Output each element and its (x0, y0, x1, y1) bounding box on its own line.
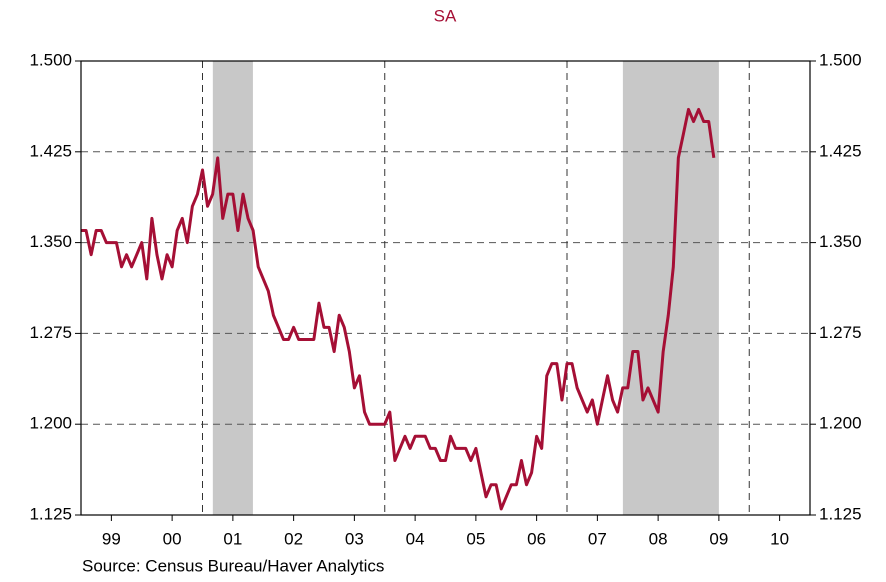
x-tick-label: 04 (406, 529, 425, 548)
y2-tick-label: 1.125 (819, 504, 862, 523)
x-tick-label: 03 (345, 529, 364, 548)
x-tick-label: 99 (102, 529, 121, 548)
plot-frame (80, 60, 811, 516)
y-tick-label: 1.200 (29, 414, 72, 433)
y2-tick-label: 1.350 (819, 232, 862, 251)
source-note: Source: Census Bureau/Haver Analytics (82, 556, 384, 575)
y-tick-label: 1.425 (29, 141, 72, 160)
y2-tick-label: 1.425 (819, 141, 862, 160)
y-tick-label: 1.275 (29, 323, 72, 342)
chart-title: SA (434, 6, 457, 25)
x-tick-label: 07 (588, 529, 607, 548)
y-tick-label: 1.500 (29, 50, 72, 69)
x-tick-label: 08 (649, 529, 668, 548)
x-tick-label: 05 (466, 529, 485, 548)
recession-band (212, 61, 253, 515)
y2-tick-label: 1.500 (819, 50, 862, 69)
x-tick-label: 01 (223, 529, 242, 548)
x-tick-label: 02 (284, 529, 303, 548)
y-tick-label: 1.125 (29, 504, 72, 523)
x-tick-label: 09 (709, 529, 728, 548)
y2-tick-label: 1.200 (819, 414, 862, 433)
y-tick-label: 1.350 (29, 232, 72, 251)
x-tick-label: 00 (163, 529, 182, 548)
y2-tick-label: 1.275 (819, 323, 862, 342)
x-tick-label: 06 (527, 529, 546, 548)
data-line (81, 107, 716, 511)
x-tick-label: 10 (770, 529, 789, 548)
